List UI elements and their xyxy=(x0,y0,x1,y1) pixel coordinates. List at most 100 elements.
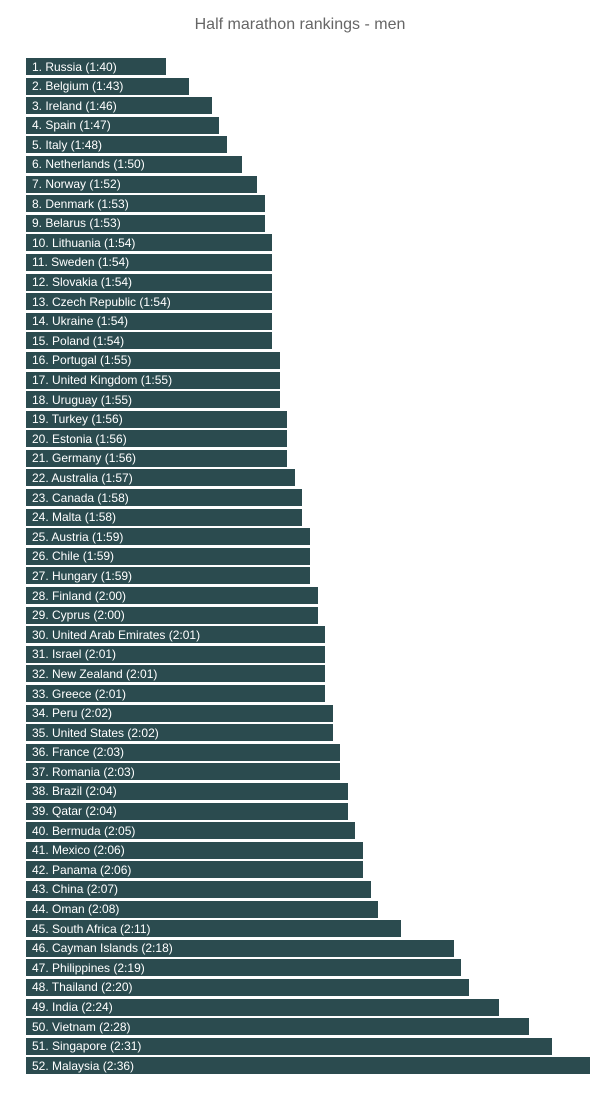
bar-row: 9. Belarus (1:53) xyxy=(26,215,590,235)
bar-label: 25. Austria (1:59) xyxy=(32,530,123,544)
bar: 1. Russia (1:40) xyxy=(26,58,166,75)
bar-row: 29. Cyprus (2:00) xyxy=(26,607,590,627)
bar-row: 51. Singapore (2:31) xyxy=(26,1038,590,1058)
bar: 28. Finland (2:00) xyxy=(26,587,318,604)
bar-label: 31. Israel (2:01) xyxy=(32,647,116,661)
bar-label: 9. Belarus (1:53) xyxy=(32,216,121,230)
bar-label: 42. Panama (2:06) xyxy=(32,863,131,877)
bar-label: 7. Norway (1:52) xyxy=(32,177,121,191)
bar-label: 43. China (2:07) xyxy=(32,882,118,896)
bar-label: 36. France (2:03) xyxy=(32,745,124,759)
bar: 43. China (2:07) xyxy=(26,881,371,898)
bar-row: 1. Russia (1:40) xyxy=(26,58,590,78)
bar: 24. Malta (1:58) xyxy=(26,509,302,526)
bar: 51. Singapore (2:31) xyxy=(26,1038,552,1055)
bars-container: 1. Russia (1:40)2. Belgium (1:43)3. Irel… xyxy=(0,58,600,1077)
bar-label: 18. Uruguay (1:55) xyxy=(32,393,132,407)
bar-row: 42. Panama (2:06) xyxy=(26,861,590,881)
bar: 6. Netherlands (1:50) xyxy=(26,156,242,173)
bar-label: 47. Philippines (2:19) xyxy=(32,961,145,975)
bar-row: 43. China (2:07) xyxy=(26,881,590,901)
bar-label: 16. Portugal (1:55) xyxy=(32,353,131,367)
bar-row: 11. Sweden (1:54) xyxy=(26,254,590,274)
bar-row: 35. United States (2:02) xyxy=(26,724,590,744)
bar-row: 10. Lithuania (1:54) xyxy=(26,234,590,254)
bar-label: 17. United Kingdom (1:55) xyxy=(32,373,172,387)
bar-row: 32. New Zealand (2:01) xyxy=(26,665,590,685)
bar-row: 15. Poland (1:54) xyxy=(26,332,590,352)
bar-label: 38. Brazil (2:04) xyxy=(32,784,117,798)
bar: 47. Philippines (2:19) xyxy=(26,959,461,976)
bar: 10. Lithuania (1:54) xyxy=(26,234,272,251)
bar-row: 34. Peru (2:02) xyxy=(26,705,590,725)
bar: 3. Ireland (1:46) xyxy=(26,97,212,114)
bar-row: 27. Hungary (1:59) xyxy=(26,567,590,587)
bar: 19. Turkey (1:56) xyxy=(26,411,287,428)
bar-label: 26. Chile (1:59) xyxy=(32,549,114,563)
bar-label: 11. Sweden (1:54) xyxy=(32,255,129,269)
bar-label: 33. Greece (2:01) xyxy=(32,687,126,701)
bar: 49. India (2:24) xyxy=(26,999,499,1016)
chart-title: Half marathon rankings - men xyxy=(0,16,600,34)
bar-label: 30. United Arab Emirates (2:01) xyxy=(32,628,200,642)
bar: 52. Malaysia (2:36) xyxy=(26,1057,590,1074)
bar: 25. Austria (1:59) xyxy=(26,528,310,545)
bar: 34. Peru (2:02) xyxy=(26,705,333,722)
bar-row: 50. Vietnam (2:28) xyxy=(26,1018,590,1038)
bar-label: 40. Bermuda (2:05) xyxy=(32,824,135,838)
bar: 12. Slovakia (1:54) xyxy=(26,274,272,291)
bar-row: 40. Bermuda (2:05) xyxy=(26,822,590,842)
bar: 11. Sweden (1:54) xyxy=(26,254,272,271)
bar: 9. Belarus (1:53) xyxy=(26,215,265,232)
bar-label: 12. Slovakia (1:54) xyxy=(32,275,132,289)
bar-row: 17. United Kingdom (1:55) xyxy=(26,372,590,392)
bar: 37. Romania (2:03) xyxy=(26,763,340,780)
bar-row: 45. South Africa (2:11) xyxy=(26,920,590,940)
bar: 36. France (2:03) xyxy=(26,744,340,761)
bar-label: 52. Malaysia (2:36) xyxy=(32,1059,134,1073)
bar-row: 8. Denmark (1:53) xyxy=(26,195,590,215)
bar: 7. Norway (1:52) xyxy=(26,176,257,193)
bar: 15. Poland (1:54) xyxy=(26,332,272,349)
bar: 26. Chile (1:59) xyxy=(26,548,310,565)
bar-label: 5. Italy (1:48) xyxy=(32,138,102,152)
bar: 32. New Zealand (2:01) xyxy=(26,665,325,682)
bar-row: 22. Australia (1:57) xyxy=(26,469,590,489)
bar-row: 36. France (2:03) xyxy=(26,744,590,764)
bar: 5. Italy (1:48) xyxy=(26,136,227,153)
bar-label: 34. Peru (2:02) xyxy=(32,706,112,720)
bar: 14. Ukraine (1:54) xyxy=(26,313,272,330)
bar-label: 48. Thailand (2:20) xyxy=(32,980,133,994)
bar-row: 16. Portugal (1:55) xyxy=(26,352,590,372)
bar-row: 30. United Arab Emirates (2:01) xyxy=(26,626,590,646)
bar-row: 20. Estonia (1:56) xyxy=(26,430,590,450)
bar-label: 21. Germany (1:56) xyxy=(32,451,136,465)
bar: 30. United Arab Emirates (2:01) xyxy=(26,626,325,643)
bar: 18. Uruguay (1:55) xyxy=(26,391,280,408)
bar-row: 21. Germany (1:56) xyxy=(26,450,590,470)
bar: 17. United Kingdom (1:55) xyxy=(26,372,280,389)
bar-label: 28. Finland (2:00) xyxy=(32,589,126,603)
bar-row: 47. Philippines (2:19) xyxy=(26,959,590,979)
bar: 27. Hungary (1:59) xyxy=(26,567,310,584)
bar-row: 46. Cayman Islands (2:18) xyxy=(26,940,590,960)
bar-label: 10. Lithuania (1:54) xyxy=(32,236,135,250)
bar-row: 4. Spain (1:47) xyxy=(26,117,590,137)
bar-row: 31. Israel (2:01) xyxy=(26,646,590,666)
bar: 39. Qatar (2:04) xyxy=(26,803,348,820)
bar-row: 48. Thailand (2:20) xyxy=(26,979,590,999)
bar-label: 6. Netherlands (1:50) xyxy=(32,157,145,171)
bar: 35. United States (2:02) xyxy=(26,724,333,741)
bar-row: 44. Oman (2:08) xyxy=(26,901,590,921)
bar: 31. Israel (2:01) xyxy=(26,646,325,663)
bar-row: 25. Austria (1:59) xyxy=(26,528,590,548)
bar-row: 6. Netherlands (1:50) xyxy=(26,156,590,176)
bar-label: 35. United States (2:02) xyxy=(32,726,159,740)
bar-row: 14. Ukraine (1:54) xyxy=(26,313,590,333)
bar: 22. Australia (1:57) xyxy=(26,469,295,486)
bar: 42. Panama (2:06) xyxy=(26,861,363,878)
bar-label: 15. Poland (1:54) xyxy=(32,334,124,348)
bar: 20. Estonia (1:56) xyxy=(26,430,287,447)
bar-row: 33. Greece (2:01) xyxy=(26,685,590,705)
bar-label: 49. India (2:24) xyxy=(32,1000,113,1014)
